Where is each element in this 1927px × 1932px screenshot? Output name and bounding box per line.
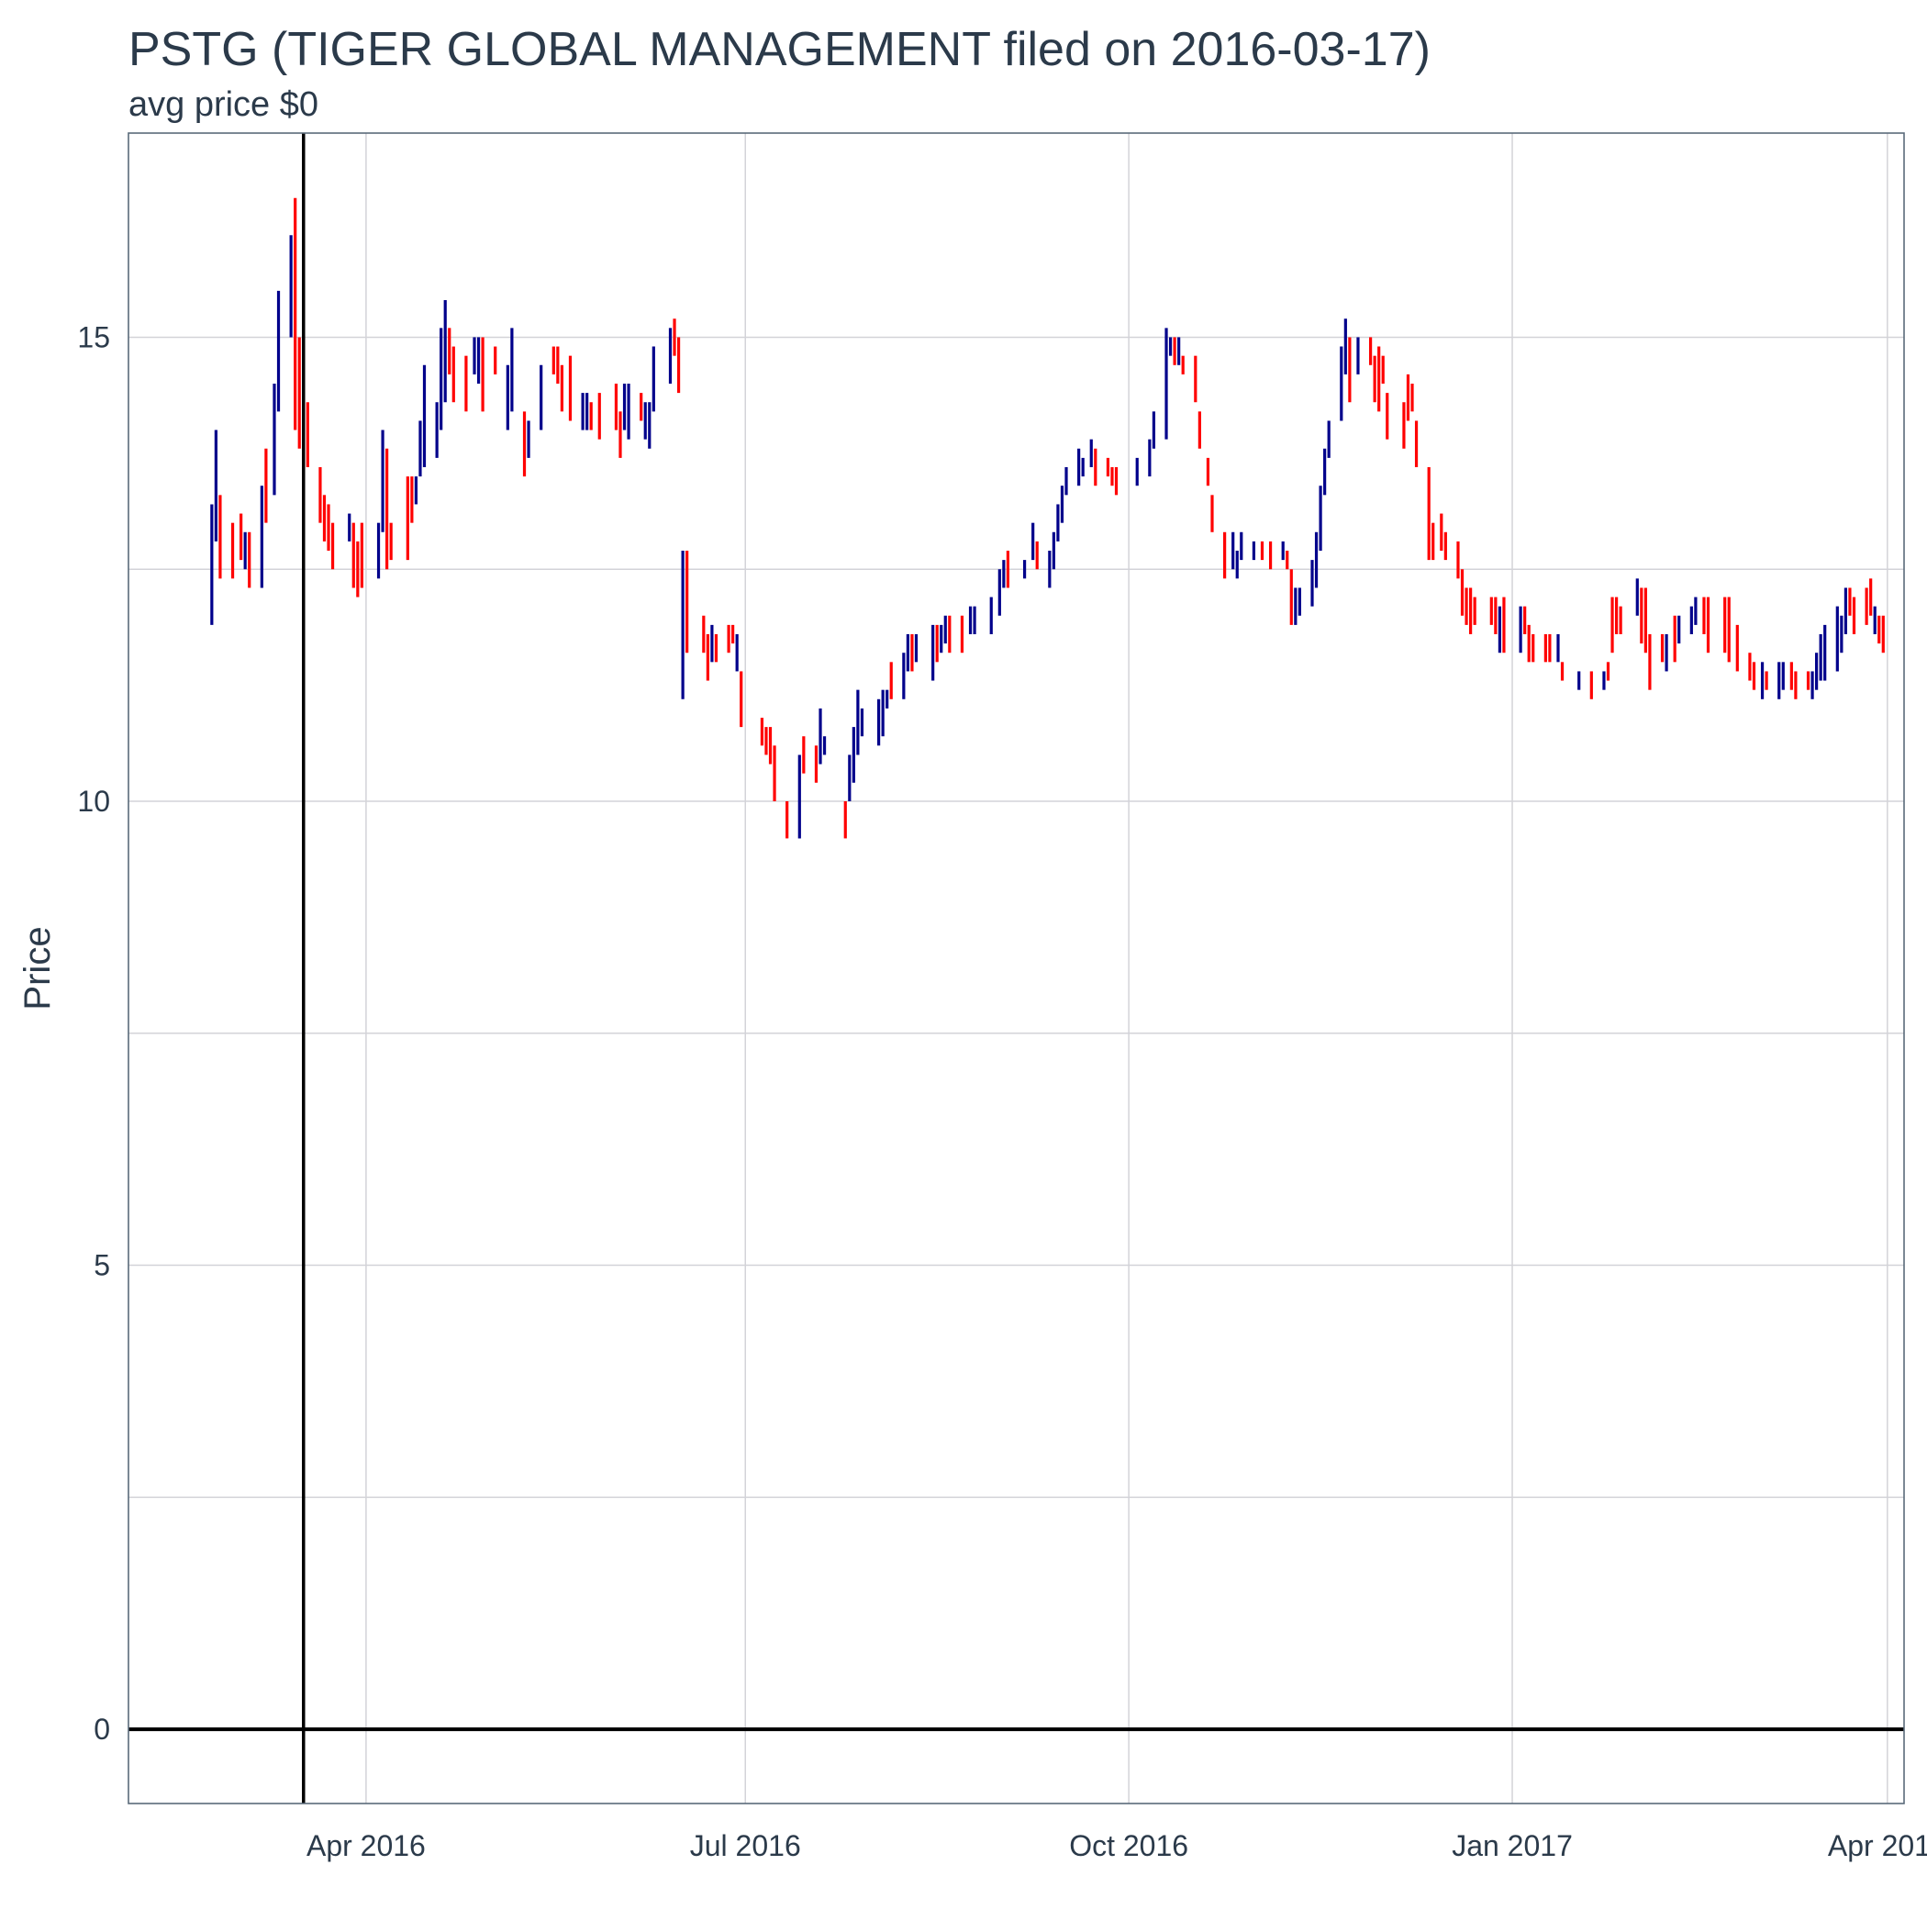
chart-title: PSTG (TIGER GLOBAL MANAGEMENT filed on 2…: [128, 23, 1431, 76]
y-axis-label: Price: [17, 926, 58, 1010]
price-bars: [210, 197, 1885, 839]
x-tick-label: Apr 2016: [306, 1829, 426, 1862]
x-tick-label: Apr 2017: [1828, 1829, 1927, 1862]
plot-frame: [128, 132, 1905, 1804]
grid-lines: [128, 133, 1904, 1804]
x-tick-label: Jan 2017: [1452, 1829, 1573, 1862]
y-tick-label: 15: [77, 320, 110, 353]
x-tick-label: Oct 2016: [1069, 1829, 1188, 1862]
y-axis-ticks: 0 5 10 15: [77, 320, 110, 1746]
y-tick-label: 5: [94, 1249, 110, 1282]
x-tick-label: Jul 2016: [690, 1829, 801, 1862]
y-tick-label: 10: [77, 785, 110, 818]
chart-subtitle: avg price $0: [128, 85, 318, 124]
x-axis-ticks: Apr 2016 Jul 2016 Oct 2016 Jan 2017 Apr 2017: [306, 1829, 1927, 1862]
y-tick-label: 0: [94, 1713, 110, 1746]
reference-lines: [128, 133, 1904, 1804]
